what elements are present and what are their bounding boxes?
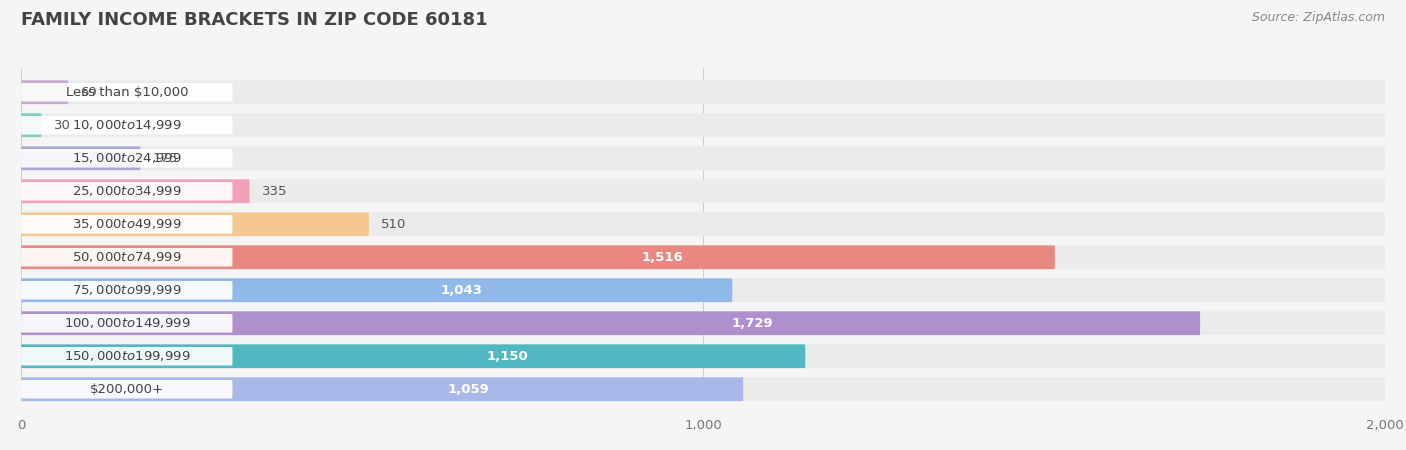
FancyBboxPatch shape xyxy=(21,344,1385,368)
FancyBboxPatch shape xyxy=(21,311,1201,335)
FancyBboxPatch shape xyxy=(21,180,1385,203)
FancyBboxPatch shape xyxy=(21,248,232,266)
Text: 1,059: 1,059 xyxy=(449,383,489,396)
FancyBboxPatch shape xyxy=(21,149,232,167)
Text: 30: 30 xyxy=(53,119,70,132)
Text: $75,000 to $99,999: $75,000 to $99,999 xyxy=(72,283,181,297)
FancyBboxPatch shape xyxy=(21,279,733,302)
Text: 1,043: 1,043 xyxy=(441,284,484,297)
Text: 335: 335 xyxy=(262,185,287,198)
FancyBboxPatch shape xyxy=(21,281,232,300)
FancyBboxPatch shape xyxy=(21,314,232,333)
Text: Less than $10,000: Less than $10,000 xyxy=(66,86,188,99)
FancyBboxPatch shape xyxy=(21,146,141,170)
Text: $100,000 to $149,999: $100,000 to $149,999 xyxy=(63,316,190,330)
FancyBboxPatch shape xyxy=(21,113,1385,137)
FancyBboxPatch shape xyxy=(21,311,1385,335)
FancyBboxPatch shape xyxy=(21,212,368,236)
Text: 510: 510 xyxy=(381,218,406,231)
Text: $10,000 to $14,999: $10,000 to $14,999 xyxy=(72,118,181,132)
FancyBboxPatch shape xyxy=(21,344,806,368)
FancyBboxPatch shape xyxy=(21,116,232,135)
FancyBboxPatch shape xyxy=(21,245,1385,269)
Text: 1,150: 1,150 xyxy=(486,350,529,363)
FancyBboxPatch shape xyxy=(21,378,744,401)
FancyBboxPatch shape xyxy=(21,83,232,102)
FancyBboxPatch shape xyxy=(21,81,1385,104)
Text: $200,000+: $200,000+ xyxy=(90,383,163,396)
FancyBboxPatch shape xyxy=(21,81,67,104)
Text: $35,000 to $49,999: $35,000 to $49,999 xyxy=(72,217,181,231)
FancyBboxPatch shape xyxy=(21,146,1385,170)
FancyBboxPatch shape xyxy=(21,180,249,203)
Text: 1,729: 1,729 xyxy=(731,317,773,330)
Text: $15,000 to $24,999: $15,000 to $24,999 xyxy=(72,151,181,165)
FancyBboxPatch shape xyxy=(21,380,232,399)
FancyBboxPatch shape xyxy=(21,182,232,201)
Text: Source: ZipAtlas.com: Source: ZipAtlas.com xyxy=(1251,11,1385,24)
Text: FAMILY INCOME BRACKETS IN ZIP CODE 60181: FAMILY INCOME BRACKETS IN ZIP CODE 60181 xyxy=(21,11,488,29)
FancyBboxPatch shape xyxy=(21,347,232,365)
FancyBboxPatch shape xyxy=(21,279,1385,302)
FancyBboxPatch shape xyxy=(21,215,232,234)
FancyBboxPatch shape xyxy=(21,378,1385,401)
Text: 69: 69 xyxy=(80,86,97,99)
Text: $50,000 to $74,999: $50,000 to $74,999 xyxy=(72,250,181,264)
FancyBboxPatch shape xyxy=(21,245,1054,269)
Text: 1,516: 1,516 xyxy=(641,251,683,264)
Text: $25,000 to $34,999: $25,000 to $34,999 xyxy=(72,184,181,198)
Text: 175: 175 xyxy=(153,152,179,165)
Text: $150,000 to $199,999: $150,000 to $199,999 xyxy=(63,349,190,363)
FancyBboxPatch shape xyxy=(21,113,42,137)
FancyBboxPatch shape xyxy=(21,212,1385,236)
